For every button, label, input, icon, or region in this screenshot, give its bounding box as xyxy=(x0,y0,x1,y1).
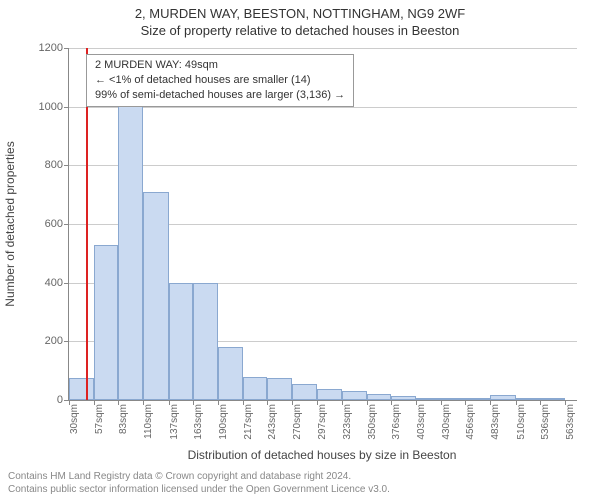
histogram-bar xyxy=(516,398,540,400)
x-tick-label: 190sqm xyxy=(218,404,229,440)
y-axis-label: Number of detached properties xyxy=(3,141,17,306)
x-tick-label: 297sqm xyxy=(317,404,328,440)
grid-line xyxy=(69,48,577,49)
x-axis-label: Distribution of detached houses by size … xyxy=(68,448,576,462)
histogram-bar xyxy=(267,378,292,400)
page-subtitle: Size of property relative to detached ho… xyxy=(0,21,600,38)
x-tick-label: 217sqm xyxy=(243,404,254,440)
grid-line xyxy=(69,107,577,108)
grid-line xyxy=(69,165,577,166)
x-tick-label: 83sqm xyxy=(118,404,129,434)
histogram-bar xyxy=(416,398,441,400)
x-tick-label: 30sqm xyxy=(69,404,80,434)
x-tick-label: 430sqm xyxy=(441,404,452,440)
y-tick-label: 0 xyxy=(57,394,69,406)
histogram-bar xyxy=(441,398,465,400)
x-tick-label: 483sqm xyxy=(490,404,501,440)
x-tick-label: 376sqm xyxy=(391,404,402,440)
histogram-bar xyxy=(367,394,391,400)
histogram-bar xyxy=(243,377,267,400)
histogram-bar xyxy=(69,378,94,400)
histogram-bar xyxy=(292,384,317,400)
y-tick-label: 800 xyxy=(45,159,69,171)
x-tick-label: 403sqm xyxy=(416,404,427,440)
histogram-bar xyxy=(391,396,416,400)
footer-attribution: Contains HM Land Registry data © Crown c… xyxy=(8,471,390,496)
x-tick-label: 57sqm xyxy=(94,404,105,434)
histogram-bar xyxy=(218,347,243,400)
x-tick-label: 110sqm xyxy=(143,404,154,439)
annotation-box: 2 MURDEN WAY: 49sqm← <1% of detached hou… xyxy=(86,54,354,107)
x-tick-label: 270sqm xyxy=(292,404,303,440)
y-tick-label: 600 xyxy=(45,218,69,230)
page-title: 2, MURDEN WAY, BEESTON, NOTTINGHAM, NG9 … xyxy=(0,0,600,21)
x-tick-label: 510sqm xyxy=(516,404,527,440)
footer-line: Contains HM Land Registry data © Crown c… xyxy=(8,471,390,484)
histogram-bar xyxy=(193,283,218,400)
y-tick-label: 1200 xyxy=(39,42,69,54)
x-tick-label: 163sqm xyxy=(193,404,204,440)
histogram-bar xyxy=(143,192,168,400)
annotation-line: 2 MURDEN WAY: 49sqm xyxy=(95,58,345,73)
x-tick-label: 456sqm xyxy=(465,404,476,440)
histogram-bar xyxy=(118,83,143,400)
histogram-bar xyxy=(94,245,118,400)
annotation-line: 99% of semi-detached houses are larger (… xyxy=(95,88,345,103)
y-tick-label: 200 xyxy=(45,335,69,347)
histogram-bar xyxy=(540,398,565,400)
y-tick-label: 400 xyxy=(45,277,69,289)
y-tick-label: 1000 xyxy=(39,101,69,113)
x-tick-label: 137sqm xyxy=(169,404,180,440)
x-tick-label: 243sqm xyxy=(267,404,278,440)
x-tick-label: 323sqm xyxy=(342,404,353,440)
x-tick-label: 350sqm xyxy=(367,404,378,440)
annotation-line: ← <1% of detached houses are smaller (14… xyxy=(95,73,345,88)
histogram-bar xyxy=(490,395,515,400)
histogram-bar xyxy=(342,391,367,400)
histogram-bar xyxy=(169,283,193,400)
footer-line: Contains public sector information licen… xyxy=(8,484,390,497)
x-tick-label: 563sqm xyxy=(565,404,576,440)
x-tick-label: 536sqm xyxy=(540,404,551,440)
histogram-bar xyxy=(465,398,490,400)
histogram-bar xyxy=(317,389,341,400)
